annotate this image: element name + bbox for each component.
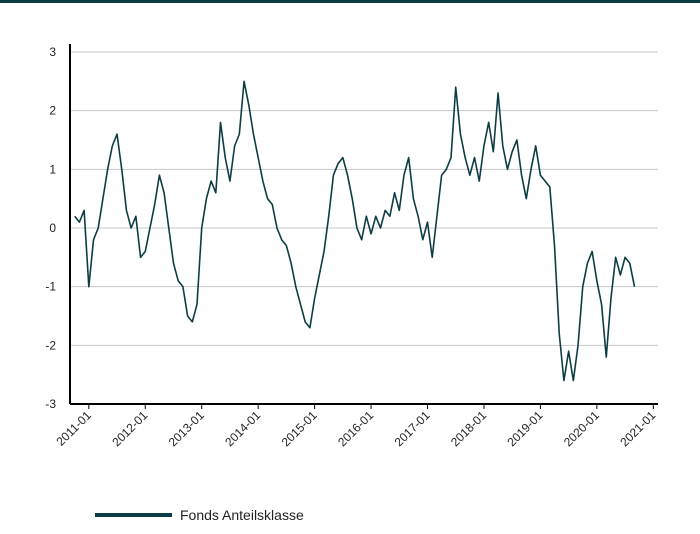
y-tick-label: -3 [45, 397, 56, 411]
y-tick-label: 0 [49, 221, 56, 235]
y-tick-label: 2 [49, 104, 56, 118]
x-tick-label: 2011-01 [54, 408, 95, 449]
x-tick-label: 2017-01 [392, 408, 433, 449]
y-tick-label: 3 [49, 45, 56, 59]
y-tick-label: 1 [49, 162, 56, 176]
x-tick-label: 2014-01 [222, 408, 263, 449]
top-border [0, 0, 700, 3]
x-tick-label: 2018-01 [448, 408, 489, 449]
x-tick-label: 2021-01 [617, 408, 658, 449]
data-line [74, 80, 636, 382]
x-tick-label: 2013-01 [166, 408, 207, 449]
x-tick-label: 2020-01 [561, 408, 602, 449]
y-tick-label: -1 [45, 280, 56, 294]
y-tick-label: -2 [45, 338, 56, 352]
legend-label: Fonds Anteilsklasse [180, 507, 304, 523]
x-tick-label: 2012-01 [109, 408, 150, 449]
x-tick-label: 2019-01 [504, 408, 545, 449]
x-tick-label: 2015-01 [279, 408, 320, 449]
x-tick-label: 2016-01 [335, 408, 376, 449]
